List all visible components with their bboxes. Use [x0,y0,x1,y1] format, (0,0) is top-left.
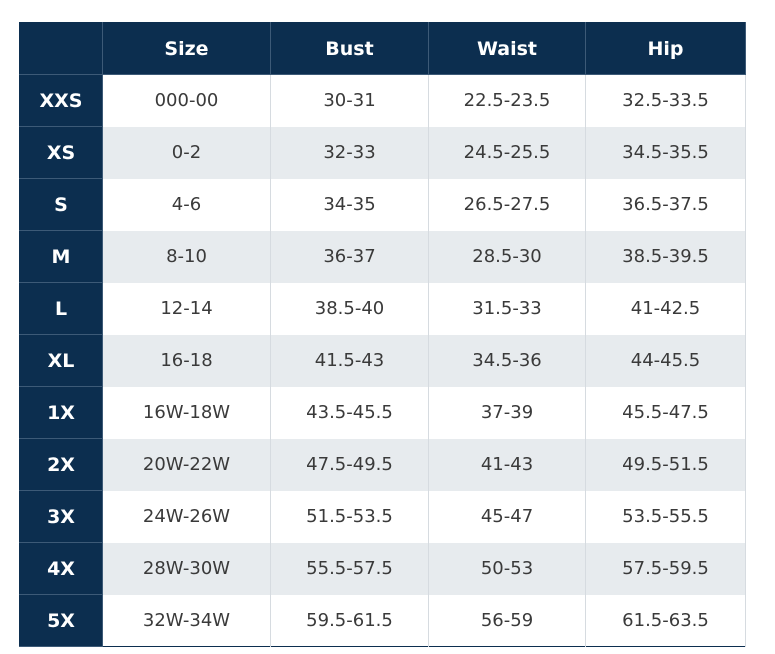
column-header: Hip [585,22,746,75]
table-cell: 32.5-33.5 [585,74,746,127]
table-cell: 000-00 [102,74,271,127]
table-cell: 12-14 [102,282,271,335]
table-cell: 28W-30W [102,542,271,595]
table-cell: 16-18 [102,334,271,387]
table-cell: 26.5-27.5 [428,178,586,231]
column-header: Waist [428,22,586,75]
column-header: Bust [270,22,429,75]
row-header: 5X [19,594,103,647]
row-header: XS [19,126,103,179]
table-cell: 31.5-33 [428,282,586,335]
size-table: Size Bust Waist Hip XXS 000-00 30-31 22.5-23.5… [19,22,746,647]
table-cell: 41-42.5 [585,282,746,335]
table-row: XL 16-18 41.5-43 34.5-36 44-45.5 [19,334,746,387]
row-header: XL [19,334,103,387]
table-cell: 61.5-63.5 [585,594,746,647]
row-header: S [19,178,103,231]
table-cell: 41.5-43 [270,334,429,387]
table-cell: 57.5-59.5 [585,542,746,595]
table-cell: 28.5-30 [428,230,586,283]
table-cell: 43.5-45.5 [270,386,429,439]
row-header: 4X [19,542,103,595]
table-cell: 59.5-61.5 [270,594,429,647]
table-cell: 32W-34W [102,594,271,647]
table-cell: 45-47 [428,490,586,543]
table-cell: 0-2 [102,126,271,179]
table-cell: 16W-18W [102,386,271,439]
table-row: 4X 28W-30W 55.5-57.5 50-53 57.5-59.5 [19,542,746,595]
table-cell: 53.5-55.5 [585,490,746,543]
table-cell: 44-45.5 [585,334,746,387]
row-header: 1X [19,386,103,439]
table-cell: 34.5-35.5 [585,126,746,179]
table-cell: 24.5-25.5 [428,126,586,179]
table-cell: 47.5-49.5 [270,438,429,491]
table-cell: 34.5-36 [428,334,586,387]
table-cell: 36-37 [270,230,429,283]
table-cell: 32-33 [270,126,429,179]
table-cell: 45.5-47.5 [585,386,746,439]
row-header: M [19,230,103,283]
table-row: L 12-14 38.5-40 31.5-33 41-42.5 [19,282,746,335]
row-header: XXS [19,74,103,127]
table-row: 1X 16W-18W 43.5-45.5 37-39 45.5-47.5 [19,386,746,439]
table-cell: 4-6 [102,178,271,231]
table-row: XXS 000-00 30-31 22.5-23.5 32.5-33.5 [19,74,746,127]
row-header: 3X [19,490,103,543]
corner-cell [19,22,103,75]
row-header: 2X [19,438,103,491]
table-cell: 49.5-51.5 [585,438,746,491]
table-row: M 8-10 36-37 28.5-30 38.5-39.5 [19,230,746,283]
table-row: 5X 32W-34W 59.5-61.5 56-59 61.5-63.5 [19,594,746,647]
table-row: XS 0-2 32-33 24.5-25.5 34.5-35.5 [19,126,746,179]
table-cell: 20W-22W [102,438,271,491]
row-header: L [19,282,103,335]
table-cell: 41-43 [428,438,586,491]
table-cell: 8-10 [102,230,271,283]
table-cell: 50-53 [428,542,586,595]
size-chart: Size Bust Waist Hip XXS 000-00 30-31 22.5-23.5… [19,22,746,647]
table-cell: 34-35 [270,178,429,231]
table-cell: 51.5-53.5 [270,490,429,543]
table-cell: 30-31 [270,74,429,127]
table-cell: 55.5-57.5 [270,542,429,595]
table-cell: 38.5-40 [270,282,429,335]
table-cell: 24W-26W [102,490,271,543]
table-body: XXS 000-00 30-31 22.5-23.5 32.5-33.5 XS 0-2 32-… [19,74,746,647]
table-cell: 38.5-39.5 [585,230,746,283]
column-header: Size [102,22,271,75]
table-cell: 56-59 [428,594,586,647]
table-cell: 22.5-23.5 [428,74,586,127]
table-row: 3X 24W-26W 51.5-53.5 45-47 53.5-55.5 [19,490,746,543]
table-cell: 36.5-37.5 [585,178,746,231]
table-cell: 37-39 [428,386,586,439]
header-row: Size Bust Waist Hip [19,22,746,75]
table-row: S 4-6 34-35 26.5-27.5 36.5-37.5 [19,178,746,231]
table-row: 2X 20W-22W 47.5-49.5 41-43 49.5-51.5 [19,438,746,491]
